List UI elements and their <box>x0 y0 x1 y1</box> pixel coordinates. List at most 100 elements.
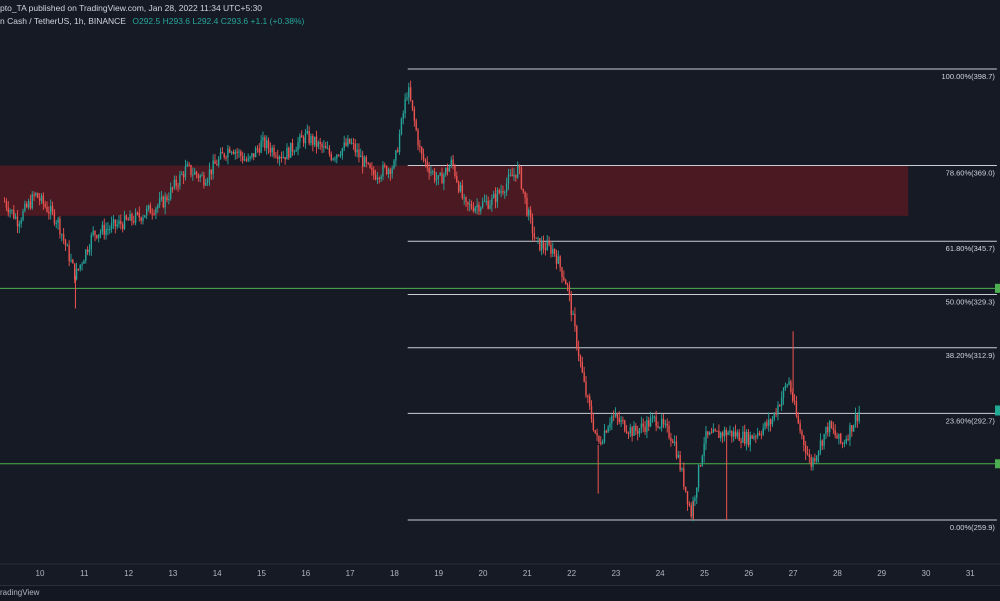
candle-body <box>513 174 515 177</box>
time-axis-tick-label: 25 <box>700 569 709 578</box>
candle-body <box>443 174 445 184</box>
candle-body <box>384 165 386 167</box>
candle-body <box>234 151 236 155</box>
candles-layer <box>3 80 860 522</box>
candle-body <box>232 151 235 155</box>
candle-body <box>834 429 836 436</box>
candle-body <box>284 156 286 160</box>
fib-level-label: 100.00%(398.7) <box>942 72 996 81</box>
candle-body <box>37 193 39 199</box>
candle-body <box>511 174 513 177</box>
candle-body <box>843 442 846 444</box>
candle-body <box>614 414 617 417</box>
candle-body <box>659 427 661 429</box>
candle-body <box>450 159 452 167</box>
candle-body <box>264 137 266 149</box>
candle-body <box>385 166 388 175</box>
candle-body <box>768 419 770 427</box>
candle-body <box>236 151 238 153</box>
candle-body <box>397 150 399 152</box>
candle-body <box>371 167 373 170</box>
candle-body <box>325 146 327 149</box>
candle-body <box>247 158 249 161</box>
time-axis-tick-label: 23 <box>611 569 620 578</box>
candle-body <box>583 372 585 382</box>
time-axis-tick-label: 17 <box>346 569 355 578</box>
candle-body <box>288 147 290 158</box>
candle-body <box>688 503 691 506</box>
candle-body <box>788 381 790 385</box>
candle-body <box>51 206 54 212</box>
candle-body <box>579 356 582 362</box>
candle-body <box>11 209 13 211</box>
candle-body <box>245 159 248 161</box>
candle-body <box>701 455 703 466</box>
candle-body <box>339 155 342 157</box>
candle-body <box>337 154 340 156</box>
candle-body <box>169 187 172 199</box>
candle-body <box>369 163 371 168</box>
candle-body <box>799 423 801 432</box>
candle-body <box>664 423 667 425</box>
candle-body <box>742 431 744 443</box>
candle-body <box>675 441 678 458</box>
candle-body <box>819 440 822 452</box>
candle-body <box>825 426 827 435</box>
candle-body <box>518 165 521 168</box>
candle-body <box>683 468 685 487</box>
candle-body <box>398 134 401 152</box>
candle-body <box>251 153 253 157</box>
footer-bar: radingView <box>0 585 1000 601</box>
candle-body <box>463 197 465 199</box>
candle-body <box>712 429 715 433</box>
candle-body <box>206 179 209 184</box>
candle-body <box>638 428 641 434</box>
candle-body <box>588 396 591 407</box>
candle-body <box>195 171 198 175</box>
candle-body <box>27 201 30 208</box>
candle-body <box>155 208 157 214</box>
candle-body <box>564 280 567 285</box>
candle-body <box>531 217 534 234</box>
candle-body <box>493 193 495 199</box>
candle-body <box>387 169 390 175</box>
candle-body <box>277 156 279 160</box>
candle-body <box>635 425 637 431</box>
candle-body <box>363 157 366 167</box>
candle-body <box>142 217 144 221</box>
candle-body <box>764 422 766 428</box>
candle-body <box>679 455 681 470</box>
candle-body <box>109 228 111 230</box>
candle-body <box>810 457 812 467</box>
candle-body <box>784 385 787 389</box>
candle-body <box>151 213 153 215</box>
candle-body <box>502 190 504 193</box>
resistance-zone-layer <box>0 165 909 216</box>
candle-body <box>278 156 281 160</box>
candle-body <box>417 130 419 146</box>
candle-body <box>57 218 59 223</box>
candle-body <box>524 191 526 198</box>
candle-body <box>526 197 528 216</box>
candle-body <box>378 177 380 179</box>
candle-body <box>157 205 159 209</box>
candle-body <box>568 285 571 295</box>
candle-body <box>64 239 67 246</box>
candle-body <box>456 175 458 183</box>
candle-body <box>727 432 729 435</box>
candle-body <box>782 388 785 398</box>
candle-body <box>356 149 358 153</box>
symbol-info: n Cash / TetherUS, 1h, BINANCE O292.5 H2… <box>0 16 304 27</box>
candle-body <box>845 438 847 443</box>
candle-body <box>494 193 497 203</box>
candle-body <box>328 148 331 155</box>
candle-body <box>367 162 369 164</box>
candle-body <box>203 175 205 186</box>
candle-body <box>555 253 558 264</box>
candle-body <box>433 171 436 181</box>
candle-body <box>574 313 576 327</box>
candle-body <box>777 405 779 415</box>
candle-body <box>633 425 635 436</box>
candle-body <box>94 230 96 235</box>
